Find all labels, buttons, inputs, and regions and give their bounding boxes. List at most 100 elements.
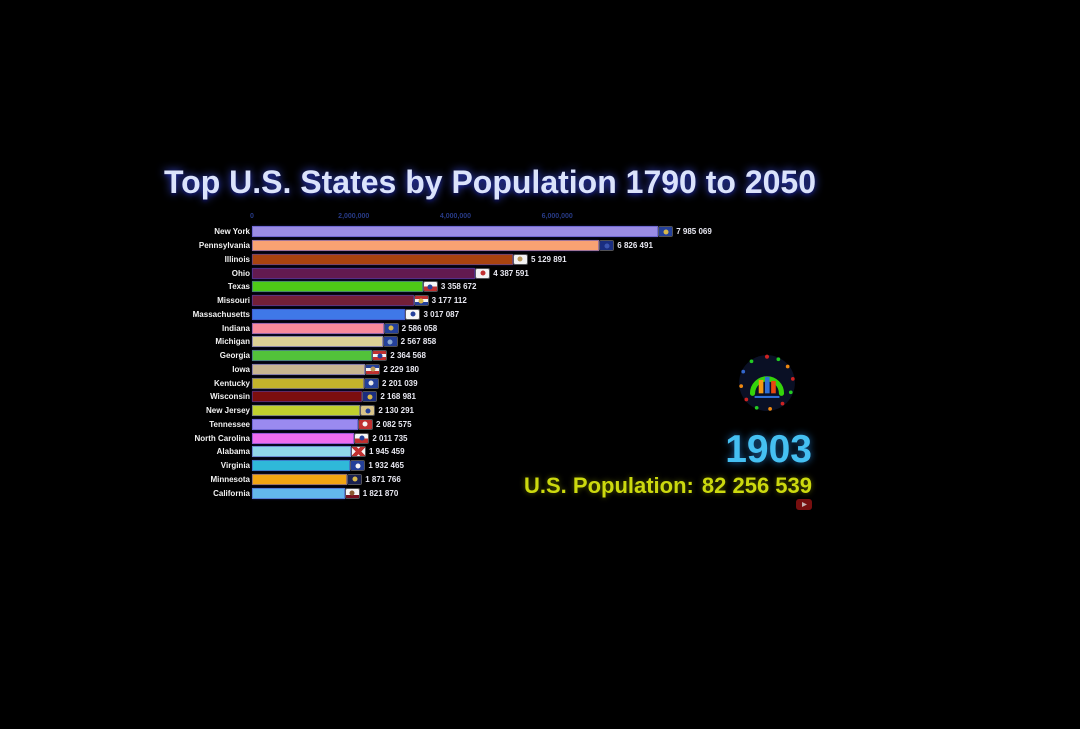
state-label: North Carolina <box>194 433 250 443</box>
state-flag-icon <box>361 406 375 416</box>
population-bar <box>252 377 364 389</box>
flag-emblem <box>387 339 393 345</box>
bar-row: Minnesota 1 871 766 <box>150 473 712 487</box>
state-label: Iowa <box>232 364 250 374</box>
population-bar <box>252 363 366 375</box>
bar-value-label: 2 082 575 <box>375 419 412 429</box>
bar-value-label: 3 177 112 <box>431 296 467 306</box>
flag-emblem <box>359 435 365 441</box>
state-flag-icon <box>351 447 365 457</box>
bar-row: Indiana 2 586 058 <box>150 321 712 335</box>
bar-value-label: 3 358 672 <box>440 282 477 292</box>
flag-emblem <box>349 490 355 496</box>
flag-emblem <box>480 270 486 276</box>
bar-row: Michigan 2 567 858 <box>150 335 712 349</box>
x-axis: 0 2,000,000 4,000,000 6,000,000 <box>250 212 659 225</box>
flag-emblem <box>367 394 373 400</box>
population-bar <box>252 460 351 472</box>
axis-tick-label: 6,000,000 <box>541 213 573 220</box>
state-flag-icon <box>348 474 362 484</box>
bar-value-label: 2 229 180 <box>383 364 419 374</box>
flag-emblem <box>418 298 424 304</box>
population-bar <box>252 405 361 417</box>
state-flag-icon <box>373 351 387 361</box>
population-bar <box>252 226 659 238</box>
state-label: Minnesota <box>210 474 250 484</box>
flag-emblem <box>388 325 394 331</box>
bar-value-label: 1 945 459 <box>368 447 405 457</box>
bar-row: Pennsylvania 6 826 491 <box>150 239 712 253</box>
state-flag-icon <box>476 268 490 278</box>
population-bar <box>252 432 355 444</box>
chart-title: Top U.S. States by Population 1790 to 20… <box>163 164 816 200</box>
flag-emblem <box>362 421 368 427</box>
state-flag-icon <box>423 282 437 292</box>
flag-emblem <box>410 311 416 317</box>
state-label: Alabama <box>216 447 250 457</box>
flag-emblem <box>427 284 433 290</box>
bar-row: North Carolina 2 011 735 <box>150 431 712 445</box>
bar-row: Virginia 1 932 465 <box>150 459 712 473</box>
state-label: Wisconsin <box>210 392 250 402</box>
bar-row: Missouri 3 177 112 <box>150 294 712 308</box>
flag-emblem <box>368 380 374 386</box>
bar-row: California 1 821 870 <box>150 486 712 500</box>
year-counter: 1903 <box>725 428 812 471</box>
flag-emblem <box>604 243 610 249</box>
bar-row: Illinois 5 129 891 <box>150 253 712 267</box>
population-bar <box>252 253 513 265</box>
state-flag-icon <box>366 364 380 374</box>
population-bar <box>252 336 383 348</box>
bar-value-label: 1 932 465 <box>368 461 404 471</box>
state-label: Kentucky <box>213 378 250 388</box>
population-bar <box>252 473 348 485</box>
bar-row: Tennessee 2 082 575 <box>150 418 712 432</box>
bar-rows: New York 7 985 069 Pennsylvania 6 826 491 Il… <box>150 225 712 500</box>
population-bar <box>252 487 345 499</box>
state-flag-icon <box>345 488 359 498</box>
state-flag-icon <box>659 227 673 237</box>
state-flag-icon <box>384 323 398 333</box>
population-value: 82 256 539 <box>701 473 812 498</box>
state-label: Massachusetts <box>192 309 250 319</box>
population-bar <box>252 267 476 279</box>
state-label: Georgia <box>219 351 250 361</box>
state-flag-icon <box>600 241 614 251</box>
state-label: Pennsylvania <box>198 241 250 251</box>
state-flag-icon <box>364 378 378 388</box>
bar-row: Massachusetts 3 017 087 <box>150 308 712 322</box>
state-flag-icon <box>414 296 428 306</box>
population-bar <box>252 350 373 362</box>
population-bar <box>252 391 363 403</box>
state-flag-icon <box>363 392 377 402</box>
bar-row: Georgia 2 364 568 <box>150 349 712 363</box>
bar-value-label: 1 821 870 <box>362 488 399 498</box>
bar-chart: 0 2,000,000 4,000,000 6,000,000 New York 7 9… <box>150 212 712 500</box>
state-flag-icon <box>358 419 372 429</box>
state-label: Missouri <box>217 296 250 306</box>
state-label: Michigan <box>215 337 250 347</box>
bar-value-label: 2 011 735 <box>372 433 408 443</box>
state-flag-icon <box>355 433 369 443</box>
population-bar <box>252 418 358 430</box>
flag-emblem <box>517 256 523 262</box>
state-label: Tennessee <box>209 419 250 429</box>
state-label: California <box>213 488 250 498</box>
population-bar <box>252 281 423 293</box>
bar-value-label: 2 168 981 <box>380 392 416 402</box>
state-label: Indiana <box>221 323 250 333</box>
state-label: New York <box>214 227 250 237</box>
state-flag-icon <box>351 461 365 471</box>
bar-value-label: 3 017 087 <box>423 309 460 319</box>
bar-row: Wisconsin 2 168 981 <box>150 390 712 404</box>
bar-value-label: 2 130 291 <box>378 406 414 416</box>
bar-row: Ohio 4 387 591 <box>150 266 712 280</box>
bar-value-label: 2 586 058 <box>401 323 438 333</box>
bar-row: New Jersey 2 130 291 <box>150 404 712 418</box>
flag-emblem <box>370 366 376 372</box>
flag-emblem <box>377 353 383 359</box>
bar-value-label: 7 985 069 <box>676 227 712 237</box>
population-bar <box>252 308 406 320</box>
population-bar <box>252 295 414 307</box>
